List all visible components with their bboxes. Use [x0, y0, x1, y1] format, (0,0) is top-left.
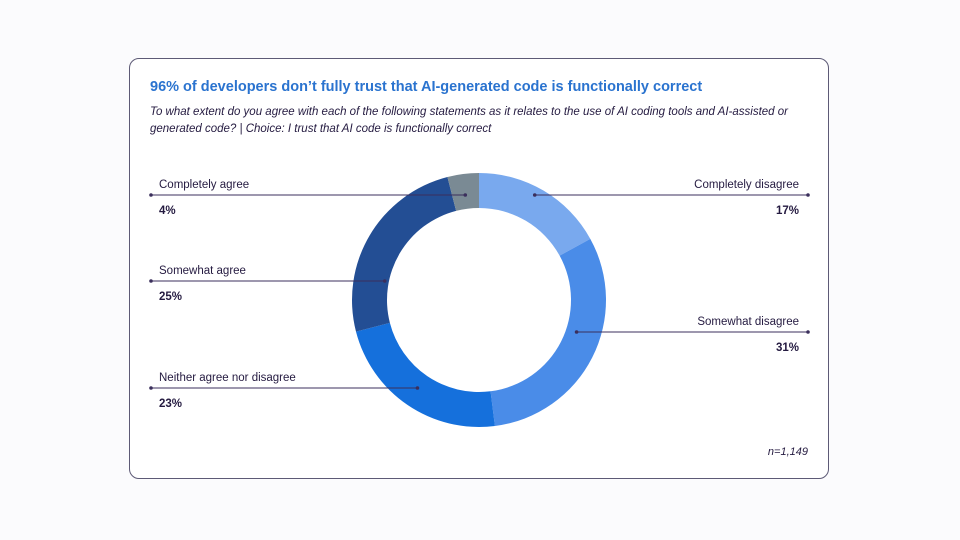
leader-dot-inner	[382, 279, 387, 283]
leader-lines	[149, 193, 810, 390]
leader-dot-outer	[806, 193, 810, 197]
leader-dot-inner	[463, 193, 468, 197]
slice-neither-agree-nor-disagree	[355, 322, 495, 427]
chart-title: 96% of developers don’t fully trust that…	[150, 79, 703, 95]
slice-somewhat-agree	[351, 176, 457, 332]
chart-subtitle: To what extent do you agree with each of…	[150, 106, 788, 135]
slice-label-completely-disagree: Completely disagree	[694, 179, 799, 191]
leader-dot-inner	[415, 386, 420, 390]
slice-value-neither-agree-nor-disagree: 23%	[159, 398, 182, 410]
slice-value-somewhat-agree: 25%	[159, 291, 182, 303]
slice-value-completely-agree: 4%	[159, 205, 176, 217]
slice-completely-agree	[447, 173, 479, 211]
slice-label-somewhat-disagree: Somewhat disagree	[697, 316, 799, 328]
leader-dot-outer	[149, 386, 153, 390]
slice-value-completely-disagree: 17%	[776, 205, 799, 217]
slice-label-somewhat-agree: Somewhat agree	[159, 265, 246, 277]
slice-labels: Completely disagree 17% Somewhat disagree 3…	[159, 179, 799, 410]
slice-somewhat-disagree	[490, 238, 607, 426]
slice-label-neither-agree-nor-disagree: Neither agree nor disagree	[159, 372, 296, 384]
slice-value-somewhat-disagree: 31%	[776, 342, 799, 354]
slice-completely-disagree	[479, 173, 591, 256]
donut-slices	[351, 173, 607, 427]
leader-dot-inner	[532, 193, 537, 197]
leader-dot-outer	[149, 279, 153, 283]
slice-label-completely-agree: Completely agree	[159, 179, 249, 191]
leader-dot-outer	[149, 193, 153, 197]
leader-dot-inner	[574, 330, 579, 334]
sample-size-note: n=1,149	[767, 446, 808, 458]
leader-dot-outer	[806, 330, 810, 334]
